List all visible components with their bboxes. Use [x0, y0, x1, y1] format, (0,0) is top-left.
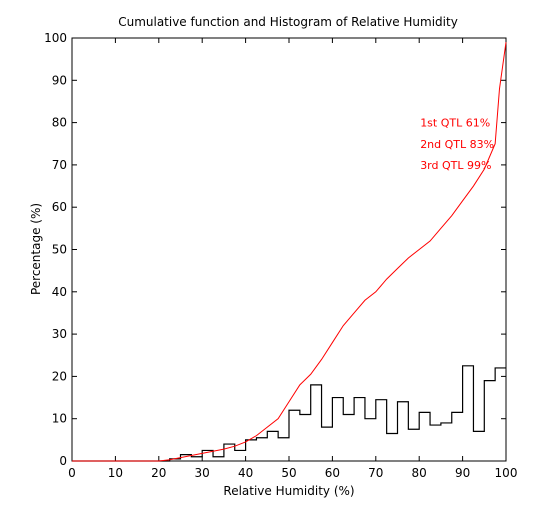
x-tick-label: 40 — [238, 466, 253, 480]
y-tick-label: 50 — [52, 243, 67, 257]
x-tick-label: 60 — [325, 466, 340, 480]
y-tick-label: 0 — [59, 454, 67, 468]
quantile-annotations: 1st QTL 61% 2nd QTL 83% 3rd QTL 99% — [420, 117, 494, 172]
y-tick-label: 100 — [44, 31, 67, 45]
chart-title: Cumulative function and Histogram of Rel… — [118, 15, 458, 29]
y-tick-label: 90 — [52, 73, 67, 87]
histogram-series — [72, 365, 506, 462]
x-tick-label: 70 — [368, 466, 383, 480]
cumulative-series — [72, 42, 507, 462]
x-tick-label: 10 — [108, 466, 123, 480]
x-tick-label: 30 — [195, 466, 210, 480]
x-axis-label: Relative Humidity (%) — [223, 484, 354, 498]
y-tick-label: 40 — [52, 285, 67, 299]
quantile-annotation: 2nd QTL 83% — [420, 138, 494, 151]
axis-ticks: 0 10 20 30 40 50 60 70 80 90 100 0 10 20 30 40 50 60 70 80 9… — [44, 31, 517, 480]
x-tick-label: 0 — [68, 466, 76, 480]
y-tick-label: 20 — [52, 369, 67, 383]
x-tick-label: 80 — [412, 466, 427, 480]
cumulative-line — [72, 42, 507, 462]
y-tick-label: 30 — [52, 327, 67, 341]
x-tick-label: 90 — [455, 466, 470, 480]
plot-frame — [71, 37, 507, 462]
y-tick-label: 70 — [52, 158, 67, 172]
y-tick-label: 80 — [52, 116, 67, 130]
quantile-annotation: 1st QTL 61% — [420, 117, 490, 130]
y-tick-label: 60 — [52, 200, 67, 214]
y-axis-label: Percentage (%) — [29, 203, 43, 295]
x-tick-label: 20 — [151, 466, 166, 480]
histogram-line — [72, 365, 506, 462]
y-tick-label: 10 — [52, 412, 67, 426]
quantile-annotation: 3rd QTL 99% — [420, 159, 491, 172]
x-tick-label: 50 — [281, 466, 296, 480]
x-tick-label: 100 — [495, 466, 518, 480]
